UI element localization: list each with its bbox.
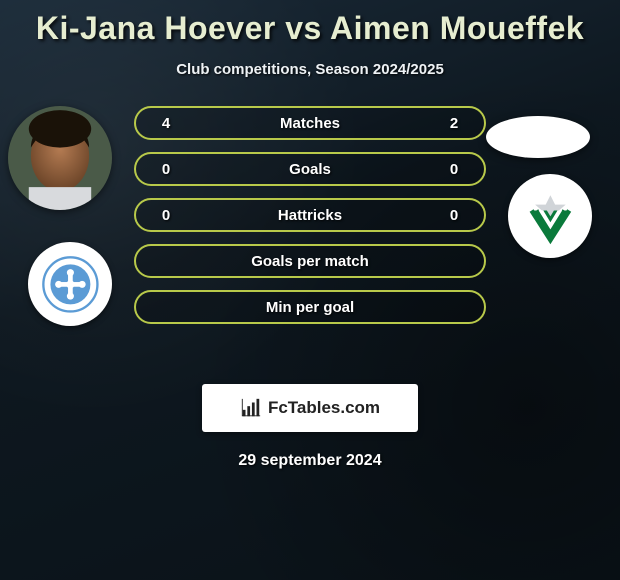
stat-right-value: 0 bbox=[442, 207, 466, 224]
subtitle: Club competitions, Season 2024/2025 bbox=[0, 61, 620, 78]
stat-label: Matches bbox=[178, 115, 442, 132]
stat-right-value: 0 bbox=[442, 161, 466, 178]
player-photo-left bbox=[8, 106, 112, 210]
club-badge-left bbox=[28, 242, 112, 326]
stat-row-hattricks: 0 Hattricks 0 bbox=[134, 198, 486, 232]
stat-left-value: 0 bbox=[154, 207, 178, 224]
stat-label: Goals bbox=[178, 161, 442, 178]
watermark: FcTables.com bbox=[202, 384, 418, 432]
stat-label: Goals per match bbox=[178, 253, 442, 270]
stat-label: Hattricks bbox=[178, 207, 442, 224]
stat-row-matches: 4 Matches 2 bbox=[134, 106, 486, 140]
stat-label: Min per goal bbox=[178, 299, 442, 316]
player-photo-right bbox=[486, 116, 590, 158]
stat-right-value: 2 bbox=[442, 115, 466, 132]
watermark-text: FcTables.com bbox=[268, 398, 380, 418]
club-badge-right bbox=[508, 174, 592, 258]
stat-row-mpg: Min per goal bbox=[134, 290, 486, 324]
stats-area: 4 Matches 2 0 Goals 0 0 Hattricks 0 Goal… bbox=[0, 106, 620, 366]
page-title: Ki-Jana Hoever vs Aimen Moueffek bbox=[0, 0, 620, 47]
date-text: 29 september 2024 bbox=[0, 452, 620, 470]
stat-row-goals: 0 Goals 0 bbox=[134, 152, 486, 186]
bar-chart-icon bbox=[240, 397, 262, 419]
stat-left-value: 4 bbox=[154, 115, 178, 132]
stat-row-gpm: Goals per match bbox=[134, 244, 486, 278]
stat-left-value: 0 bbox=[154, 161, 178, 178]
stat-rows: 4 Matches 2 0 Goals 0 0 Hattricks 0 Goal… bbox=[134, 106, 486, 324]
